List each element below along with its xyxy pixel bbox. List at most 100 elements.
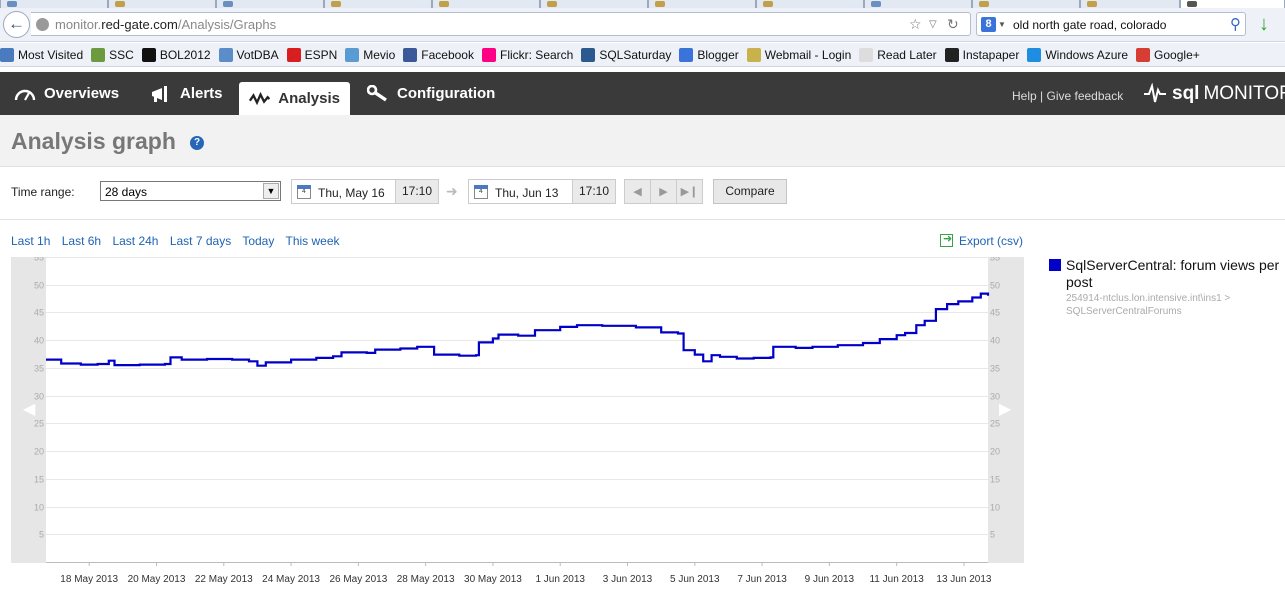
bookmark-webmail-login[interactable]: Webmail - Login	[746, 47, 851, 62]
end-time[interactable]: 17:10	[572, 180, 615, 203]
tab-alerts[interactable]: Alerts	[150, 72, 223, 115]
engine-dropdown-icon[interactable]: ▼	[998, 20, 1006, 29]
bookmark-mevio[interactable]: Mevio	[345, 47, 395, 62]
quick-range-last-1h[interactable]: Last 1h	[11, 234, 51, 248]
quick-range-last-24h[interactable]: Last 24h	[112, 234, 159, 248]
divider	[0, 219, 1285, 220]
y-tick-label-left: 30	[34, 392, 44, 402]
calendar-icon[interactable]: 4	[474, 185, 488, 199]
time-range-label: Time range:	[11, 185, 75, 199]
bookmark-google[interactable]: Google+	[1136, 47, 1200, 62]
start-time[interactable]: 17:10	[395, 180, 438, 203]
reload-icon[interactable]: ↻	[947, 16, 959, 32]
search-bar[interactable]: 8 ▼ old north gate road, colorado ⚲	[976, 12, 1246, 36]
x-tick-label: 11 Jun 2013	[869, 574, 924, 585]
quick-range-last-7-days[interactable]: Last 7 days	[169, 234, 232, 248]
x-tick-label: 9 Jun 2013	[805, 574, 855, 585]
jump-to-end-button[interactable]: ▶❙	[676, 179, 703, 204]
browser-tab[interactable]	[540, 0, 648, 8]
bookmark-label: BOL2012	[159, 47, 211, 62]
pan-right-arrow-icon[interactable]: ▶	[999, 401, 1012, 418]
step-forward-button[interactable]: ▶	[650, 179, 677, 204]
start-date-picker[interactable]: 4 Thu, May 16 17:10	[291, 179, 439, 204]
browser-tab[interactable]	[864, 0, 972, 8]
end-date[interactable]: Thu, Jun 13	[495, 186, 559, 200]
export-csv-link[interactable]: Export (csv)	[940, 232, 1023, 248]
google-search-icon[interactable]: 8	[981, 17, 996, 32]
googleplus-icon	[1136, 47, 1151, 62]
quick-range-today[interactable]: Today	[242, 234, 275, 248]
bookmark-espn[interactable]: ESPN	[286, 47, 337, 62]
y-tick-label-left: 25	[34, 419, 44, 429]
pan-left-arrow-icon[interactable]: ◀	[23, 401, 36, 418]
time-range-select[interactable]: 28 days ▼	[100, 181, 281, 201]
pan-left-strip[interactable]	[11, 257, 46, 563]
chevron-down-icon[interactable]: ▼	[263, 183, 279, 199]
url-text[interactable]: monitor.red-gate.com/Analysis/Graphs	[55, 17, 277, 32]
y-tick-label-left: 35	[34, 364, 44, 374]
legend-series-name[interactable]: SqlServerCentral: forum views per post	[1066, 257, 1280, 290]
quick-range-this-week[interactable]: This week	[285, 234, 340, 248]
bookmark-windows-azure[interactable]: Windows Azure	[1027, 47, 1128, 62]
mevio-icon	[345, 47, 360, 62]
x-tick-label: 22 May 2013	[195, 574, 253, 585]
help-icon[interactable]: ?	[190, 136, 204, 150]
search-input[interactable]: old north gate road, colorado	[1013, 18, 1167, 32]
bookmark-votdba[interactable]: VotDBA	[218, 47, 279, 62]
legend-swatch[interactable]	[1049, 259, 1061, 271]
browser-tab[interactable]	[216, 0, 324, 8]
bookmark-label: Facebook	[421, 47, 474, 62]
bookmark-bol2012[interactable]: BOL2012	[141, 47, 211, 62]
step-back-button[interactable]: ◀	[624, 179, 651, 204]
quick-range-last-6h[interactable]: Last 6h	[61, 234, 102, 248]
back-button[interactable]: ←	[3, 11, 30, 38]
calendar-icon[interactable]: 4	[297, 185, 311, 199]
browser-tab[interactable]	[972, 0, 1080, 8]
pan-right-strip[interactable]	[988, 257, 1024, 563]
tab-configuration[interactable]: Configuration	[367, 72, 495, 115]
search-magnifier-icon[interactable]: ⚲	[1230, 16, 1241, 33]
x-axis-ticks: 18 May 2013 20 May 2013 22 May 2013 24 May …	[60, 562, 992, 585]
bookmark-flickr-search[interactable]: Flickr: Search	[481, 47, 573, 62]
x-tick-label: 7 Jun 2013	[737, 574, 787, 585]
bookmark-ssc[interactable]: SSC	[91, 47, 134, 62]
bookmark-sqlsaturday[interactable]: SQLSaturday	[581, 47, 671, 62]
x-tick-label: 3 Jun 2013	[603, 574, 653, 585]
browser-tab[interactable]	[648, 0, 756, 8]
url-bar[interactable]: monitor.red-gate.com/Analysis/Graphs ☆ ▽…	[31, 12, 971, 36]
bookmark-instapaper[interactable]: Instapaper	[944, 47, 1019, 62]
browser-tab[interactable]	[108, 0, 216, 8]
dropdown-arrow-icon[interactable]: ▽	[929, 19, 937, 30]
browser-tab[interactable]	[756, 0, 864, 8]
y-tick-label-right: 35	[990, 364, 1000, 374]
browser-tab[interactable]	[0, 0, 108, 8]
browser-tab[interactable]	[1080, 0, 1180, 8]
tab-analysis[interactable]: Analysis	[239, 82, 350, 115]
tab-overviews[interactable]: Overviews	[14, 72, 119, 115]
start-date[interactable]: Thu, May 16	[318, 186, 385, 200]
wrench-icon	[367, 84, 387, 101]
bookmark-label: SSC	[109, 47, 134, 62]
download-arrow-icon[interactable]: ↓	[1259, 13, 1269, 35]
bookmark-read-later[interactable]: Read Later	[859, 47, 937, 62]
compare-button[interactable]: Compare	[713, 179, 787, 204]
sql-monitor-logo: sql MONITOR	[1144, 83, 1285, 105]
end-date-picker[interactable]: 4 Thu, Jun 13 17:10	[468, 179, 616, 204]
y-tick-label-left: 55	[34, 257, 44, 263]
bookmark-blogger[interactable]: Blogger	[679, 47, 739, 62]
bookmark-most-visited[interactable]: Most Visited	[0, 47, 83, 62]
browser-tab[interactable]	[324, 0, 432, 8]
flickr-icon	[481, 47, 496, 62]
give-feedback-link[interactable]: Give feedback	[1046, 89, 1124, 103]
browser-tab[interactable]	[432, 0, 540, 8]
globe-icon	[36, 18, 49, 31]
tab-analysis-label: Analysis	[278, 90, 340, 107]
help-link[interactable]: Help	[1012, 89, 1037, 103]
link-separator: |	[1036, 89, 1047, 103]
star-bookmark-icon[interactable]: ☆	[909, 16, 922, 32]
grid	[46, 257, 988, 535]
bookmark-label: VotDBA	[236, 47, 279, 62]
browser-tab-active[interactable]	[1180, 0, 1285, 8]
bookmark-facebook[interactable]: Facebook	[403, 47, 474, 62]
